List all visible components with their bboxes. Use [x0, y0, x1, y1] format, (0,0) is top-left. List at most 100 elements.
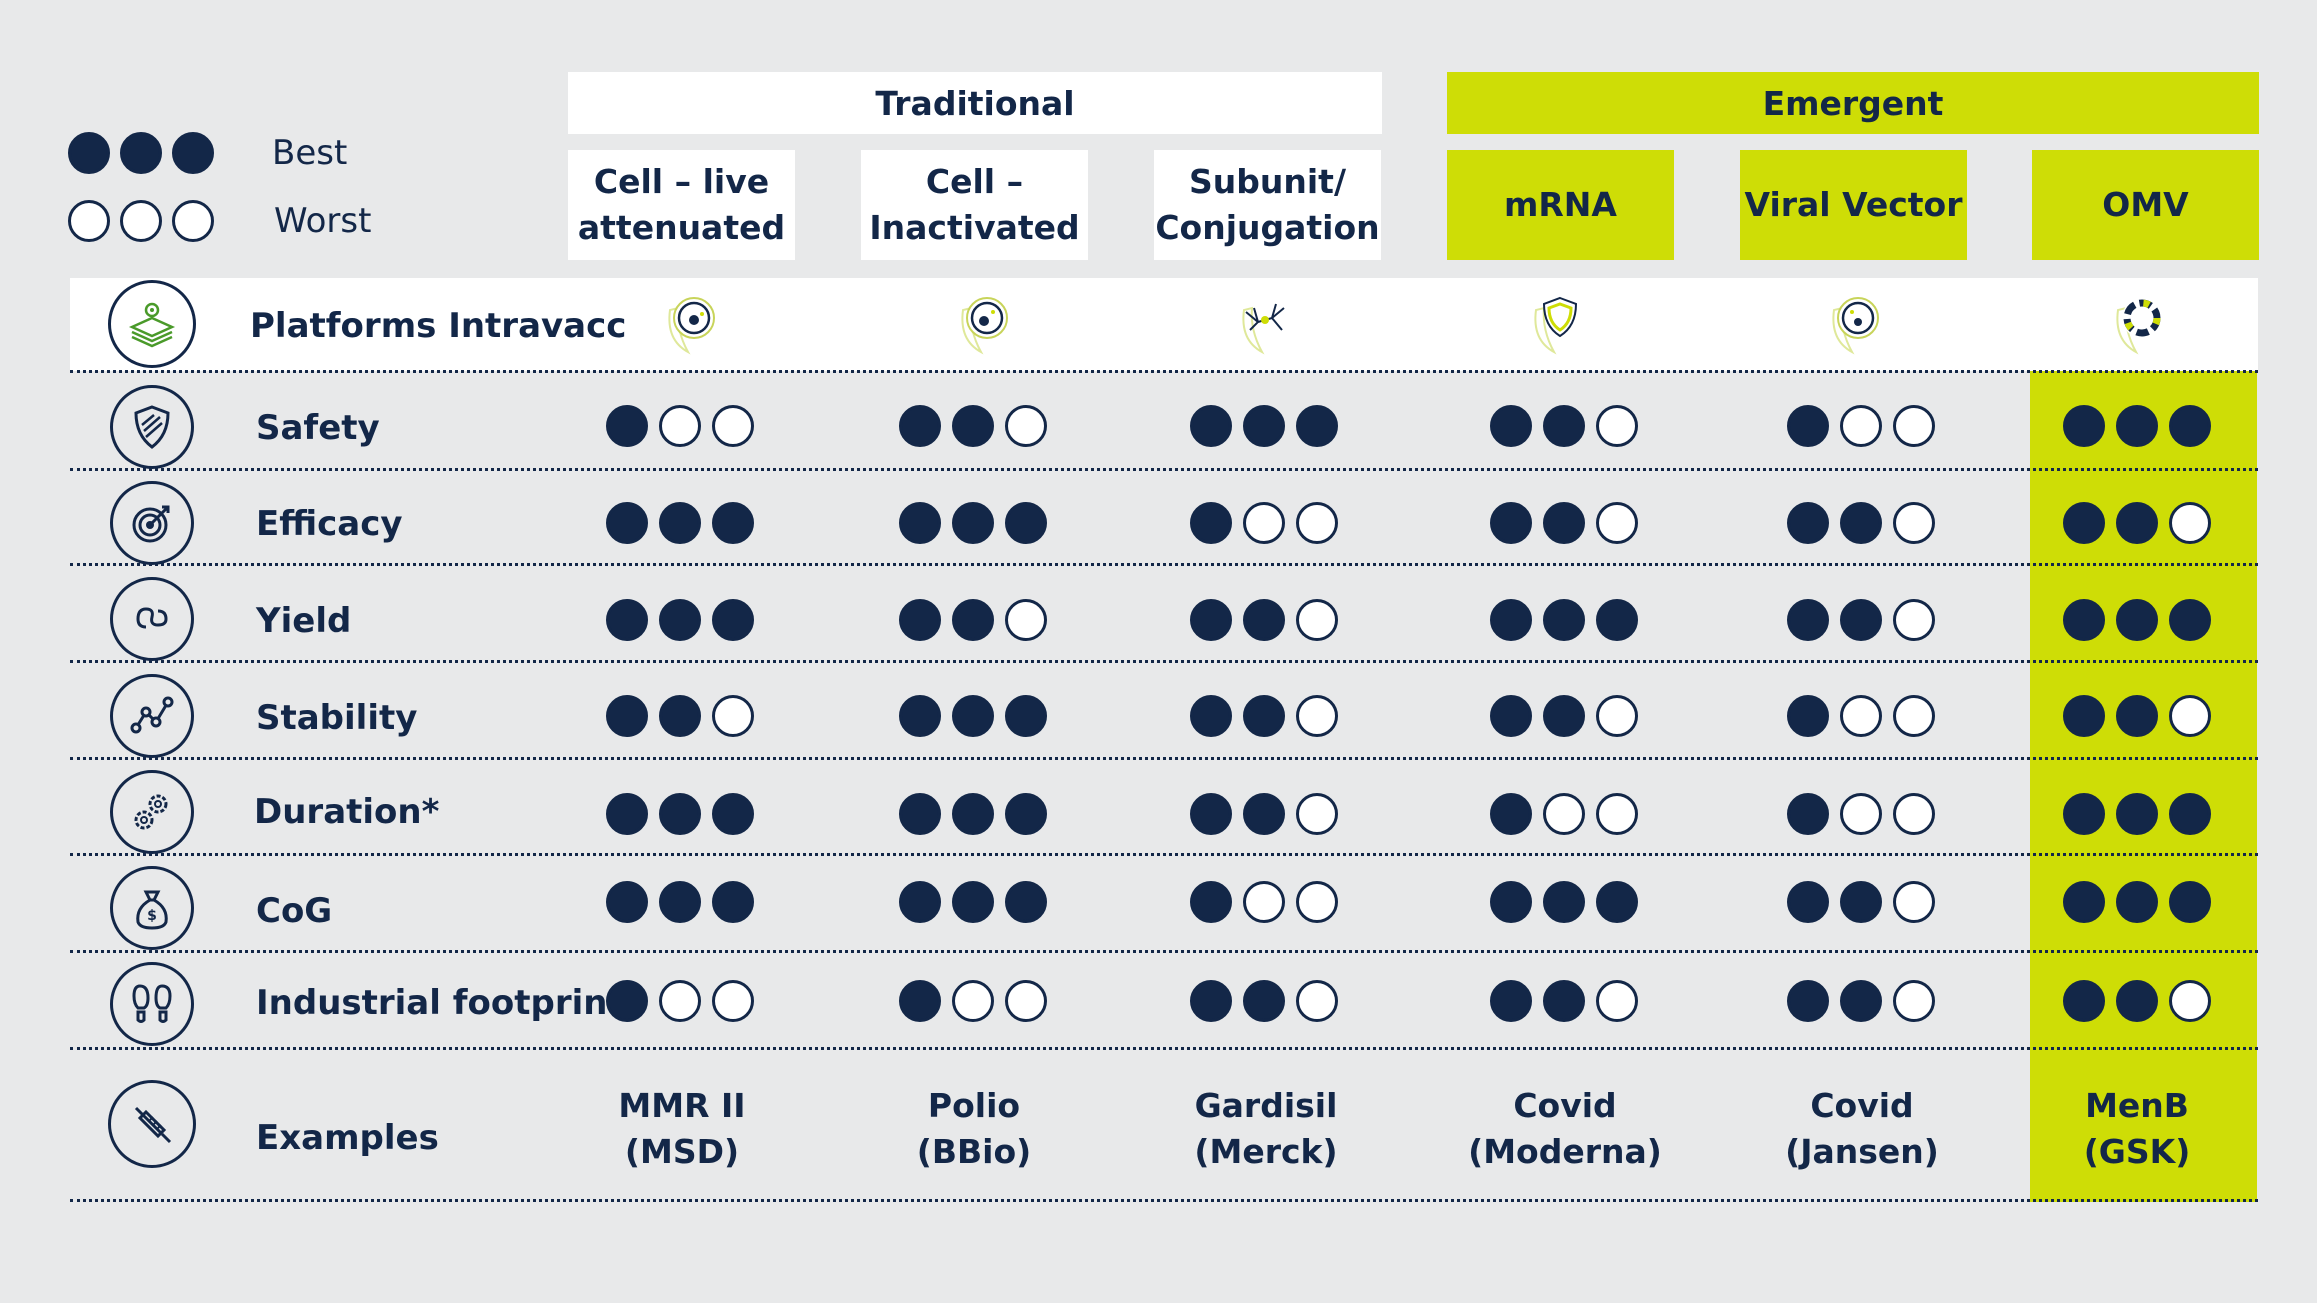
- rating-dot-filled: [1787, 695, 1829, 737]
- rating-dot-filled: [1787, 793, 1829, 835]
- rating-dots: [1787, 502, 1935, 544]
- rating-dot-filled: [1190, 793, 1232, 835]
- shield-icon: [110, 385, 194, 469]
- rating-dots: [606, 405, 754, 447]
- rating-dot-filled: [1243, 695, 1285, 737]
- cell-icon: [658, 290, 728, 360]
- rating-dot-filled: [952, 599, 994, 641]
- col-header-line1: mRNA: [1504, 185, 1617, 224]
- row-separator: [70, 660, 2258, 663]
- rating-dot-filled: [899, 405, 941, 447]
- legend-best: Best: [68, 132, 347, 174]
- rating-dots: [1190, 405, 1338, 447]
- rating-dot-filled: [1787, 599, 1829, 641]
- rating-dot-filled: [1840, 881, 1882, 923]
- row-separator: [70, 563, 2258, 566]
- row-separator: [70, 370, 2258, 373]
- rating-dots: [1490, 599, 1638, 641]
- rating-dot-filled: [2169, 405, 2211, 447]
- rating-dot-empty: [1893, 599, 1935, 641]
- rating-dot-empty: [659, 980, 701, 1022]
- rating-dot-filled: [606, 599, 648, 641]
- rating-dots: [899, 502, 1047, 544]
- rating-dot-filled: [1490, 793, 1532, 835]
- rating-dot-empty: [1893, 502, 1935, 544]
- rating-dot-filled: [2063, 793, 2105, 835]
- col-header-line1: OMV: [2102, 185, 2189, 224]
- rating-dot-filled: [1243, 599, 1285, 641]
- rating-dot-filled: [2169, 793, 2211, 835]
- example-line2: (Moderna): [1468, 1132, 1662, 1171]
- example-subunit: Gardisil (Merck): [1146, 1083, 1386, 1175]
- shield-icon: [1524, 290, 1594, 360]
- rating-dot-filled: [606, 980, 648, 1022]
- rating-dots: [1787, 695, 1935, 737]
- rating-dot-filled: [1490, 599, 1532, 641]
- rating-dot-filled: [712, 502, 754, 544]
- rating-dots: [899, 695, 1047, 737]
- example-line2: (GSK): [2083, 1132, 2191, 1171]
- rating-dot-empty: [1243, 881, 1285, 923]
- rating-dot-filled: [1243, 793, 1285, 835]
- rating-dots: [2063, 405, 2211, 447]
- legend-worst-dots: [68, 200, 248, 242]
- rating-dots: [1190, 502, 1338, 544]
- rating-dots: [1787, 599, 1935, 641]
- rating-dot-filled: [2063, 881, 2105, 923]
- rating-dot-filled: [952, 881, 994, 923]
- rating-dot-filled: [1787, 980, 1829, 1022]
- col-header-cell-inactivated: Cell – Inactivated: [861, 150, 1088, 260]
- row-label-safety: Safety: [256, 408, 380, 448]
- example-line2: (Jansen): [1785, 1132, 1939, 1171]
- rating-dot-filled: [1490, 980, 1532, 1022]
- rating-dot-empty: [659, 405, 701, 447]
- rating-dots: [1190, 881, 1338, 923]
- rating-dots: [2063, 599, 2211, 641]
- rating-dot-empty: [1543, 793, 1585, 835]
- rating-dot-filled: [1543, 980, 1585, 1022]
- rating-dots: [606, 599, 754, 641]
- rating-dot-filled: [606, 881, 648, 923]
- rating-dot-filled: [899, 793, 941, 835]
- rating-dot-filled: [899, 599, 941, 641]
- rating-dots: [1490, 980, 1638, 1022]
- rating-dots: [1490, 502, 1638, 544]
- rating-dot-filled: [1596, 599, 1638, 641]
- rating-dots: [606, 502, 754, 544]
- rating-dot-filled: [952, 502, 994, 544]
- legend-dot-filled: [68, 132, 110, 174]
- virus-cell-icon: [1822, 290, 1892, 360]
- rating-dot-empty: [1596, 980, 1638, 1022]
- row-label-industrial-footprint: Industrial footprint: [256, 983, 624, 1023]
- rating-dots: [2063, 793, 2211, 835]
- rating-dot-filled: [1005, 695, 1047, 737]
- rating-dot-filled: [2116, 881, 2158, 923]
- cycle-icon: [110, 577, 194, 661]
- legend-dot-filled: [172, 132, 214, 174]
- row-separator: [70, 950, 2258, 953]
- rating-dot-filled: [1243, 980, 1285, 1022]
- legend-dot-empty: [68, 200, 110, 242]
- rating-dot-filled: [606, 793, 648, 835]
- platforms-row-label: Platforms Intravacc: [250, 306, 627, 346]
- example-line1: Covid: [1513, 1086, 1617, 1125]
- rating-dots: [1490, 793, 1638, 835]
- rating-dot-empty: [2169, 980, 2211, 1022]
- rating-dot-filled: [1243, 405, 1285, 447]
- rating-dot-filled: [659, 502, 701, 544]
- omv-ring-icon: [2106, 290, 2176, 360]
- rating-dot-filled: [1596, 881, 1638, 923]
- rating-dots: [1190, 980, 1338, 1022]
- row-label-cog: CoG: [256, 891, 333, 931]
- rating-dot-empty: [1596, 405, 1638, 447]
- legend-dot-filled: [120, 132, 162, 174]
- row-label-examples: Examples: [256, 1118, 439, 1158]
- rating-dots: [606, 980, 754, 1022]
- rating-dot-filled: [1543, 599, 1585, 641]
- rating-dot-filled: [899, 502, 941, 544]
- rating-dot-filled: [1490, 881, 1532, 923]
- rating-dot-filled: [1840, 980, 1882, 1022]
- example-mrna: Covid (Moderna): [1445, 1083, 1685, 1175]
- rating-dot-filled: [2063, 405, 2105, 447]
- rating-dot-empty: [1243, 502, 1285, 544]
